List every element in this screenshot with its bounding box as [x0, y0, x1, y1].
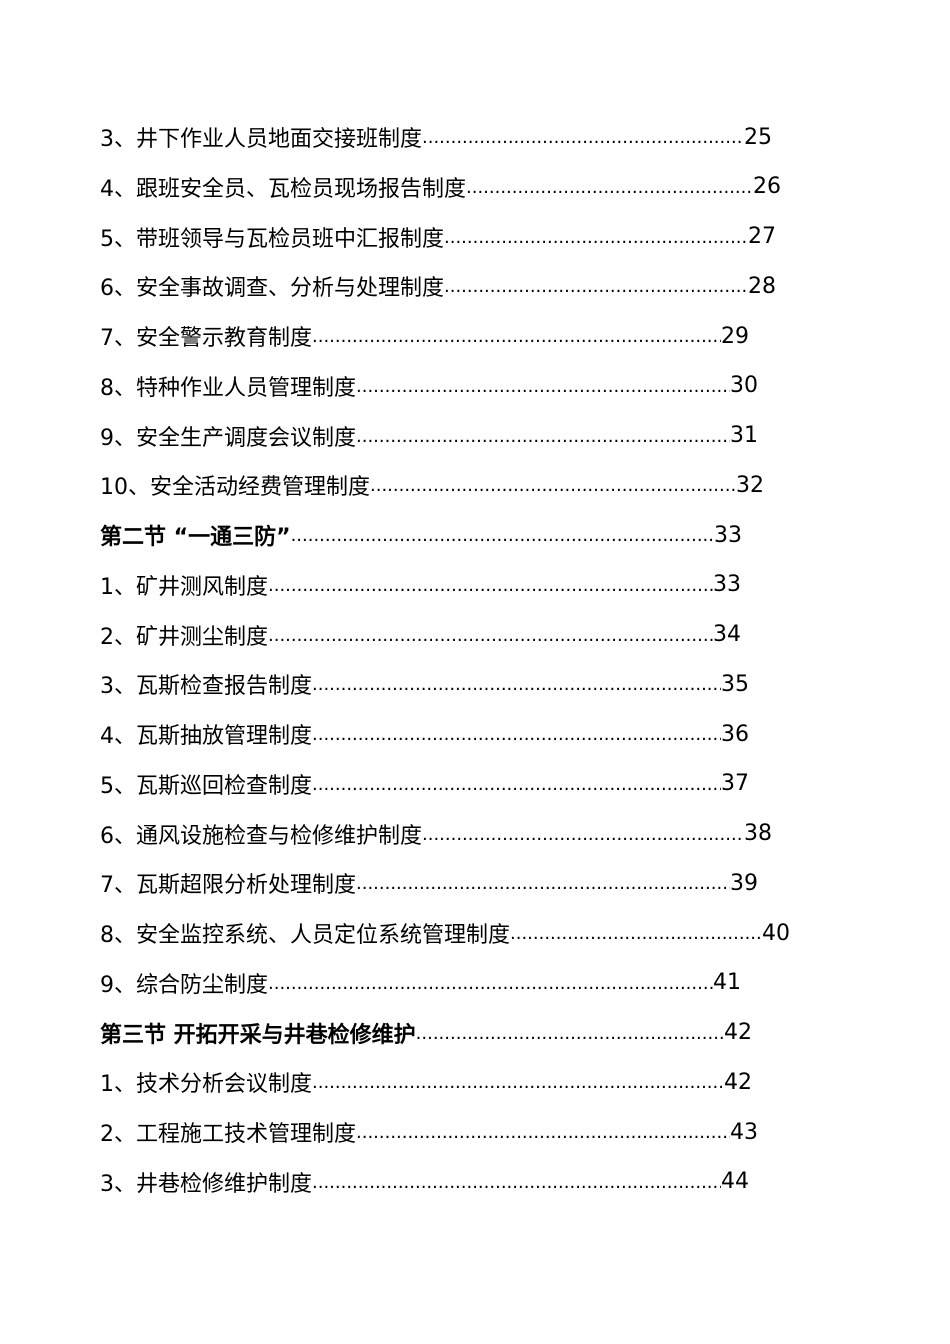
toc-page-number: 28 [748, 273, 776, 299]
toc-entry[interactable]: 5、瓦斯巡回检查制度 37 [100, 768, 749, 800]
toc-entry[interactable]: 6、安全事故调查、分析与处理制度 28 [100, 270, 776, 302]
toc-entry-title: 6、安全事故调查、分析与处理制度 [100, 276, 444, 302]
toc-entry-title: 1、技术分析会议制度 [100, 1072, 312, 1098]
dot-leader [312, 1166, 721, 1198]
toc-entry-title: 第二节 “一通三防” [100, 525, 291, 550]
dot-leader [444, 270, 748, 302]
toc-page-number: 42 [724, 1020, 752, 1045]
toc-page-number: 34 [713, 622, 741, 647]
toc-page-number: 33 [714, 522, 742, 548]
toc-entry-title: 4、跟班安全员、瓦检员现场报告制度 [100, 176, 466, 202]
toc-entry-title: 5、带班领导与瓦检员班中汇报制度 [100, 226, 444, 252]
toc-entry[interactable]: 10、安全活动经费管理制度 32 [100, 469, 764, 501]
toc-entry[interactable]: 4、跟班安全员、瓦检员现场报告制度 26 [100, 171, 781, 203]
toc-entry-title: 7、安全警示教育制度 [100, 326, 312, 351]
dot-leader [356, 1116, 730, 1148]
toc-page-number: 38 [744, 821, 772, 846]
toc-entry[interactable]: 3、瓦斯检查报告制度 35 [100, 668, 749, 700]
toc-page-number: 37 [721, 771, 749, 797]
toc-entry-title: 2、工程施工技术管理制度 [100, 1122, 356, 1147]
toc-entry-title: 9、综合防尘制度 [100, 972, 268, 998]
dot-leader [312, 668, 721, 700]
dot-leader [312, 320, 721, 352]
toc-entry-title: 3、井下作业人员地面交接班制度 [100, 127, 422, 152]
dot-leader [416, 1017, 724, 1049]
toc-entry[interactable]: 1、矿井测风制度 33 [100, 569, 741, 601]
toc-entry-title: 3、井巷检修维护制度 [100, 1171, 312, 1197]
toc-entry-title: 第三节 开拓开采与井巷检修维护 [100, 1022, 416, 1048]
toc-entry[interactable]: 3、井下作业人员地面交接班制度 25 [100, 121, 772, 153]
dot-leader [356, 867, 730, 899]
toc-page-number: 36 [721, 721, 749, 747]
dot-leader [312, 768, 721, 800]
toc-page-number: 29 [721, 323, 749, 349]
toc-entry[interactable]: 7、瓦斯超限分析处理制度 39 [100, 867, 758, 899]
toc-page-number: 27 [748, 224, 776, 249]
toc-entry-title: 8、安全监控系统、人员定位系统管理制度 [100, 923, 510, 948]
toc-page-number: 35 [721, 671, 749, 697]
toc-entry-title: 8、特种作业人员管理制度 [100, 375, 356, 401]
toc-page-number: 39 [730, 870, 758, 896]
dot-leader [268, 569, 713, 601]
toc-entry[interactable]: 3、井巷检修维护制度 44 [100, 1166, 749, 1198]
toc-entry[interactable]: 7、安全警示教育制度 29 [100, 320, 749, 352]
dot-leader [510, 917, 762, 949]
toc-page-number: 43 [730, 1119, 758, 1145]
toc-page-number: 42 [724, 1069, 752, 1095]
toc-entry[interactable]: 1、技术分析会议制度 42 [100, 1066, 752, 1098]
dot-leader [268, 619, 713, 651]
toc-page-number: 31 [730, 423, 758, 448]
dot-leader [356, 420, 730, 452]
toc-page-number: 25 [744, 124, 772, 150]
toc-entry[interactable]: 4、瓦斯抽放管理制度 36 [100, 718, 749, 750]
dot-leader [422, 818, 744, 850]
dot-leader [312, 718, 721, 750]
toc-section-heading[interactable]: 第三节 开拓开采与井巷检修维护 42 [100, 1017, 752, 1049]
toc-page-number: 30 [730, 373, 758, 399]
toc-entry-title: 10、安全活动经费管理制度 [100, 475, 370, 501]
dot-leader [444, 221, 748, 253]
toc-entry[interactable]: 2、矿井测尘制度 34 [100, 619, 741, 651]
dot-leader [291, 519, 714, 551]
toc-entry[interactable]: 9、综合防尘制度 41 [100, 967, 741, 999]
toc-entry-title: 9、安全生产调度会议制度 [100, 425, 356, 451]
toc-entry[interactable]: 8、特种作业人员管理制度 30 [100, 370, 758, 402]
dot-leader [312, 1066, 724, 1098]
toc-entry[interactable]: 9、安全生产调度会议制度 31 [100, 420, 758, 452]
toc-entry-title: 5、瓦斯巡回检查制度 [100, 773, 312, 799]
toc-entry[interactable]: 6、通风设施检查与检修维护制度 38 [100, 818, 772, 850]
toc-page-number: 33 [713, 572, 741, 598]
dot-leader [370, 469, 736, 501]
toc-entry[interactable]: 2、工程施工技术管理制度 43 [100, 1116, 758, 1148]
toc-entry-title: 4、瓦斯抽放管理制度 [100, 724, 312, 749]
dot-leader [268, 967, 713, 999]
toc-page-number: 44 [721, 1169, 749, 1195]
toc-page-number: 26 [753, 174, 781, 200]
toc-entry[interactable]: 8、安全监控系统、人员定位系统管理制度 40 [100, 917, 790, 949]
toc-entry[interactable]: 5、带班领导与瓦检员班中汇报制度 27 [100, 221, 776, 253]
toc-section-heading[interactable]: 第二节 “一通三防” 33 [100, 519, 742, 551]
toc-page-number: 41 [713, 970, 741, 996]
toc-page-number: 32 [736, 472, 764, 498]
toc-entry-title: 1、矿井测风制度 [100, 574, 268, 600]
toc-entry-title: 7、瓦斯超限分析处理制度 [100, 873, 356, 899]
toc-entry-title: 2、矿井测尘制度 [100, 624, 268, 650]
toc-entry-title: 3、瓦斯检查报告制度 [100, 674, 312, 700]
dot-leader [422, 121, 744, 153]
toc-page-number: 40 [762, 920, 790, 946]
dot-leader [356, 370, 730, 402]
toc-entry-title: 6、通风设施检查与检修维护制度 [100, 823, 422, 849]
dot-leader [466, 171, 753, 203]
